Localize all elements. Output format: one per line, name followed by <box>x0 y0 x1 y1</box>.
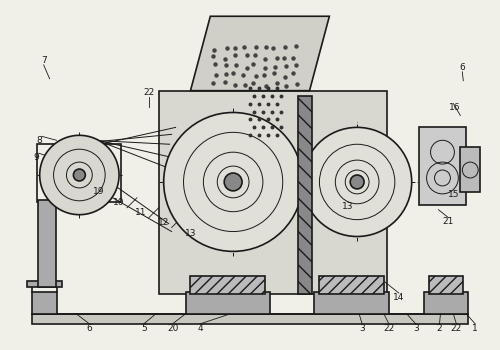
Text: 5: 5 <box>141 324 146 333</box>
Text: 21: 21 <box>442 217 454 226</box>
Bar <box>320 276 384 294</box>
Circle shape <box>350 175 364 189</box>
Text: 22: 22 <box>384 324 394 333</box>
Text: 6: 6 <box>460 63 465 72</box>
Bar <box>38 200 56 287</box>
Text: 16: 16 <box>448 103 460 112</box>
Bar <box>36 144 121 202</box>
Text: 13: 13 <box>184 229 196 238</box>
Bar <box>424 292 469 314</box>
Bar <box>428 276 464 294</box>
Text: 13: 13 <box>342 202 353 211</box>
Text: 3: 3 <box>359 324 365 333</box>
Bar <box>27 281 62 287</box>
Text: 14: 14 <box>393 293 404 301</box>
Text: 11: 11 <box>135 208 146 217</box>
Text: 22: 22 <box>450 324 462 333</box>
Text: 20: 20 <box>167 324 178 333</box>
Text: 3: 3 <box>413 324 418 333</box>
Bar <box>190 276 265 294</box>
Bar <box>32 292 56 314</box>
Text: 8: 8 <box>37 136 43 145</box>
Text: 15: 15 <box>448 190 459 199</box>
Circle shape <box>74 169 86 181</box>
Bar <box>298 96 312 294</box>
Text: 9: 9 <box>34 153 40 162</box>
Text: 19: 19 <box>92 187 104 196</box>
Bar <box>314 292 389 314</box>
Circle shape <box>302 127 412 237</box>
Polygon shape <box>190 16 330 91</box>
Text: 10: 10 <box>114 198 125 207</box>
Bar <box>460 147 480 192</box>
Text: 6: 6 <box>86 324 92 333</box>
Bar <box>158 91 387 294</box>
Text: 2: 2 <box>436 324 442 333</box>
Text: 22: 22 <box>143 88 154 97</box>
Text: 1: 1 <box>472 324 478 333</box>
Bar <box>186 292 270 314</box>
Circle shape <box>40 135 119 215</box>
Text: 4: 4 <box>198 324 203 333</box>
Circle shape <box>224 173 242 191</box>
Bar <box>418 127 467 205</box>
Text: 7: 7 <box>41 56 46 65</box>
Circle shape <box>164 112 302 251</box>
Bar <box>32 314 469 324</box>
Text: 12: 12 <box>158 218 170 227</box>
